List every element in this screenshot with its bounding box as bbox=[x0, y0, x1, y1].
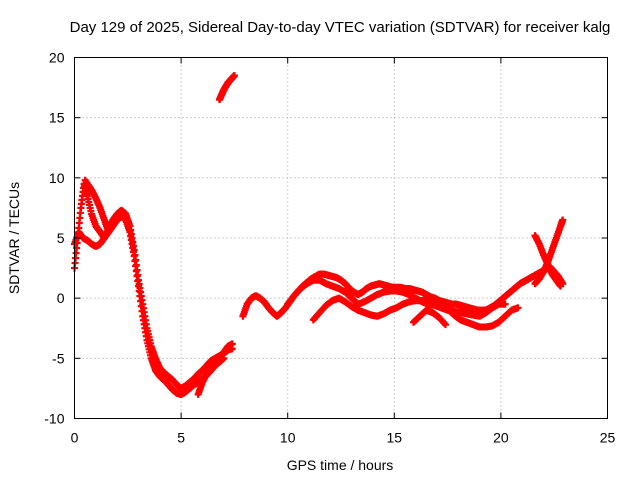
y-axis-label: SDTVAR / TECUs bbox=[6, 182, 22, 294]
data-point bbox=[559, 216, 567, 224]
x-tick-label: 20 bbox=[493, 430, 509, 446]
y-tick-label: 5 bbox=[57, 230, 65, 246]
data-point bbox=[514, 304, 522, 312]
series-track-d bbox=[194, 340, 236, 398]
x-axis-label: GPS time / hours bbox=[287, 457, 394, 473]
data-point bbox=[441, 321, 449, 329]
data-points bbox=[71, 72, 567, 398]
data-point bbox=[228, 340, 236, 348]
y-tick-label: -10 bbox=[44, 411, 64, 427]
y-tick-label: 10 bbox=[49, 170, 65, 186]
series-track-e bbox=[215, 72, 238, 104]
series-track-k bbox=[531, 216, 567, 288]
data-point bbox=[557, 282, 565, 290]
x-tick-label: 25 bbox=[600, 430, 616, 446]
x-tick-label: 15 bbox=[387, 430, 403, 446]
y-tick-label: 15 bbox=[49, 110, 65, 126]
y-tick-label: -5 bbox=[52, 350, 65, 366]
y-tick-label: 20 bbox=[49, 50, 65, 66]
x-tick-label: 0 bbox=[71, 430, 79, 446]
chart-title: Day 129 of 2025, Sidereal Day-to-day VTE… bbox=[70, 19, 611, 36]
x-tick-label: 5 bbox=[177, 430, 185, 446]
series-track-b bbox=[71, 212, 228, 398]
y-tick-label: 0 bbox=[57, 290, 65, 306]
series-track-i bbox=[409, 306, 449, 329]
grid bbox=[74, 57, 608, 419]
data-point bbox=[230, 72, 238, 80]
series-track-h bbox=[309, 294, 522, 331]
data-point bbox=[501, 300, 509, 308]
x-tick-label: 10 bbox=[280, 430, 296, 446]
series-track-c bbox=[81, 176, 113, 236]
axis-ticks: 0 5 10 15 20 25 -10 -5 0 5 10 15 20 bbox=[44, 50, 615, 446]
data-point bbox=[105, 228, 113, 236]
